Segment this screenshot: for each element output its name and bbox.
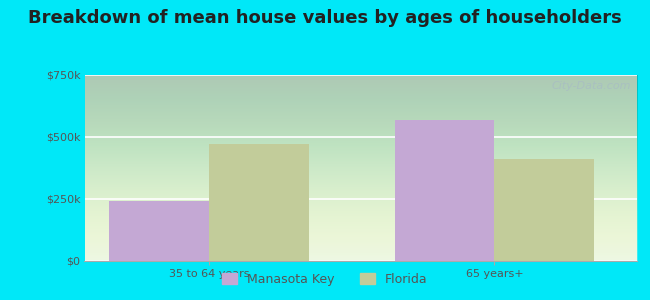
Bar (395, 120, 495, 261)
Text: Breakdown of mean house values by ages of householders: Breakdown of mean house values by ages o… (28, 9, 622, 27)
Bar (109, 202, 209, 261)
Bar (495, 159, 594, 261)
Text: City-Data.com: City-Data.com (552, 81, 632, 91)
Bar (209, 144, 309, 261)
Legend: Manasota Key, Florida: Manasota Key, Florida (218, 268, 432, 291)
